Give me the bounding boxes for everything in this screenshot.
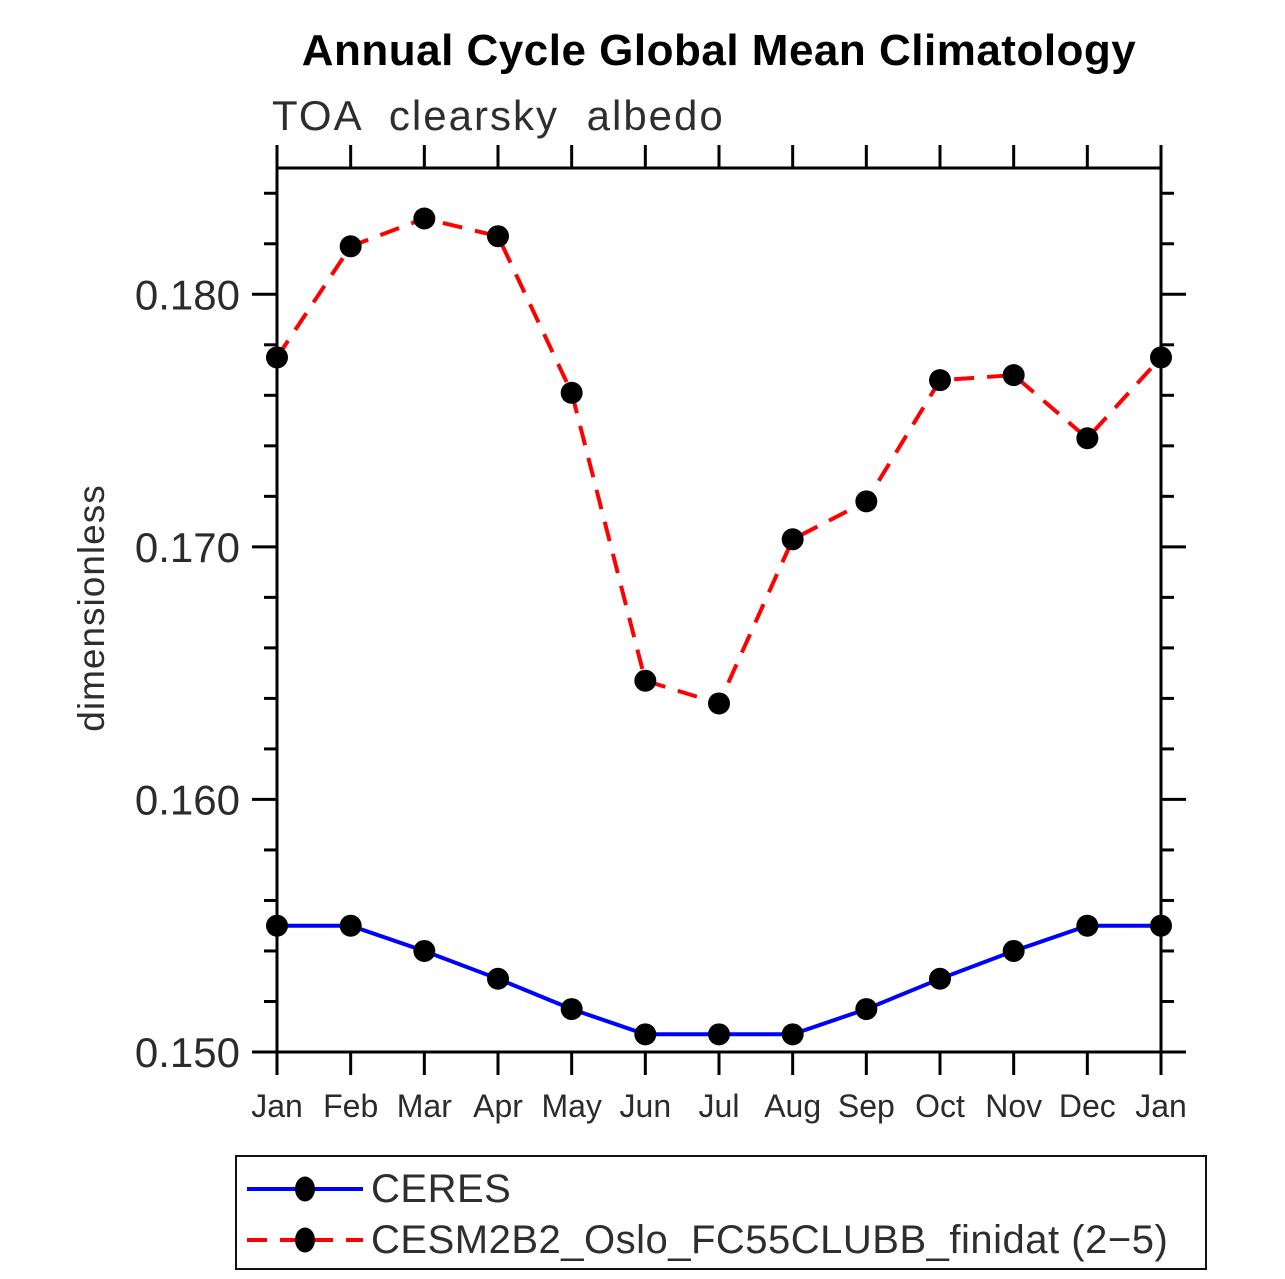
data-point [1076,914,1099,937]
plot-frame [275,166,1163,1054]
data-point [929,369,951,392]
data-point [708,692,730,715]
legend-label-ceres: CERES [371,1166,512,1211]
y-tick-label: 0.160 [135,776,240,823]
data-point [1150,914,1172,937]
data-point [266,346,288,369]
x-tick-label: Oct [915,1088,965,1124]
data-point [413,207,436,230]
data-point [487,967,509,990]
data-point [339,235,362,258]
data-point [487,225,509,248]
data-point [560,381,583,404]
data-point [929,967,951,990]
data-point [1150,346,1172,369]
data-point [708,1023,730,1046]
data-point [781,1023,804,1046]
legend-marker-dot-icon [295,1227,315,1253]
data-point [1076,427,1099,450]
y-tick-label: 0.150 [135,1029,240,1076]
data-point [339,914,362,937]
legend-marker-dot-icon [295,1176,315,1202]
data-point [1002,939,1025,962]
series-line-1 [275,216,1163,706]
x-tick-label: Feb [323,1088,378,1124]
y-tick-label: 0.170 [135,524,240,571]
x-tick-label: Jun [620,1088,672,1124]
chart-subtitle: TOA clearsky albedo [272,92,725,139]
x-tick-label: Apr [473,1088,523,1124]
legend-item-cesm2b2: CESM2B2_Oslo_FC55CLUBB_finidat (2−5) [245,1215,1168,1265]
data-point [634,669,657,692]
legend [235,1155,1207,1270]
data-point [781,528,804,551]
legend-label-cesm2b2: CESM2B2_Oslo_FC55CLUBB_finidat (2−5) [371,1217,1169,1262]
legend-item-ceres: CERES [245,1164,511,1214]
data-point [634,1023,657,1046]
data-point [855,490,878,513]
series-line-0 [277,923,1161,1037]
data-point [413,939,436,962]
x-tick-label: May [541,1088,601,1124]
legend-swatch-cesm2b2 [247,1227,363,1253]
y-tick-label: 0.180 [135,271,240,318]
data-point [855,998,878,1021]
data-point [1002,364,1025,387]
x-tick-label: Aug [764,1088,821,1124]
data-point [560,998,583,1021]
x-tick-label: Dec [1059,1088,1116,1124]
x-tick-label: Sep [838,1088,895,1124]
x-tick-label: Nov [985,1088,1042,1124]
x-tick-label: Jul [699,1088,740,1124]
x-tick-label: Mar [397,1088,452,1124]
data-point [266,914,288,937]
legend-swatch-ceres [247,1176,363,1202]
x-tick-label: Jan [1135,1088,1187,1124]
chart-title: Annual Cycle Global Mean Climatology [301,26,1137,75]
x-tick-label: Jan [251,1088,303,1124]
